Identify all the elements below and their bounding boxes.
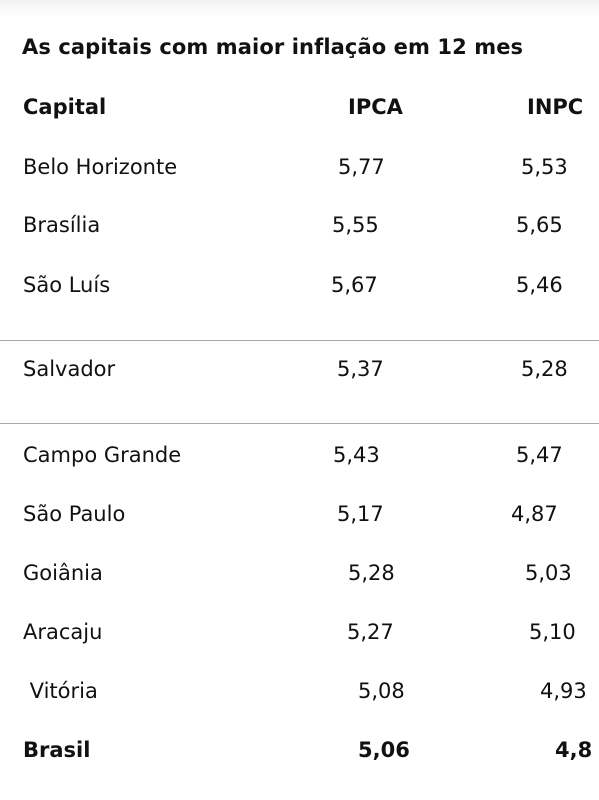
cell-capital: Vitória — [23, 679, 98, 703]
cell-inpc: 5,03 — [525, 561, 572, 585]
cell-ipca: 5,67 — [331, 273, 378, 297]
table-row: Vitória 5,08 4,93 — [0, 671, 599, 711]
cell-inpc: 4,87 — [511, 502, 558, 526]
table-row: Goiânia 5,28 5,03 — [0, 553, 599, 593]
cell-ipca: 5,27 — [347, 620, 394, 644]
cell-capital: São Paulo — [23, 502, 126, 526]
cell-capital: Belo Horizonte — [23, 155, 178, 179]
cell-capital: Salvador — [23, 357, 116, 381]
cell-inpc: 5,47 — [516, 443, 563, 467]
cell-capital: Goiânia — [23, 561, 103, 585]
header-capital: Capital — [23, 95, 107, 119]
top-fade — [0, 0, 599, 18]
table-row: Brasília 5,55 5,65 — [0, 205, 599, 245]
cell-ipca: 5,17 — [337, 502, 384, 526]
table-total-row: Brasil 5,06 4,8 — [0, 730, 599, 770]
cell-inpc: 5,53 — [521, 155, 568, 179]
total-ipca: 5,06 — [358, 738, 410, 762]
cell-ipca: 5,28 — [348, 561, 395, 585]
cell-capital: São Luís — [23, 273, 111, 297]
cell-capital: Aracaju — [23, 620, 103, 644]
header-ipca: IPCA — [348, 95, 403, 119]
table-title: As capitais com maior inflação em 12 mes — [22, 35, 524, 59]
table-row: São Luís 5,67 5,46 — [0, 265, 599, 305]
row-divider — [0, 423, 599, 424]
cell-ipca: 5,37 — [337, 357, 384, 381]
cell-ipca: 5,43 — [333, 443, 380, 467]
cell-inpc: 5,10 — [529, 620, 576, 644]
cell-ipca: 5,77 — [338, 155, 385, 179]
table-row: São Paulo 5,17 4,87 — [0, 494, 599, 534]
cell-inpc: 4,93 — [540, 679, 587, 703]
table-row: Aracaju 5,27 5,10 — [0, 612, 599, 652]
table-row: Salvador 5,37 5,28 — [0, 349, 599, 389]
header-inpc: INPC — [527, 95, 584, 119]
table-row: Belo Horizonte 5,77 5,53 — [0, 147, 599, 187]
total-capital: Brasil — [23, 738, 91, 762]
cell-ipca: 5,08 — [358, 679, 405, 703]
cell-inpc: 5,28 — [521, 357, 568, 381]
table-row: Campo Grande 5,43 5,47 — [0, 435, 599, 475]
total-inpc: 4,8 — [555, 738, 593, 762]
cell-ipca: 5,55 — [332, 213, 379, 237]
cell-inpc: 5,65 — [516, 213, 563, 237]
cell-inpc: 5,46 — [516, 273, 563, 297]
cell-capital: Campo Grande — [23, 443, 182, 467]
row-divider — [0, 340, 599, 341]
table-header-row: Capital IPCA INPC — [0, 87, 599, 127]
cell-capital: Brasília — [23, 213, 101, 237]
